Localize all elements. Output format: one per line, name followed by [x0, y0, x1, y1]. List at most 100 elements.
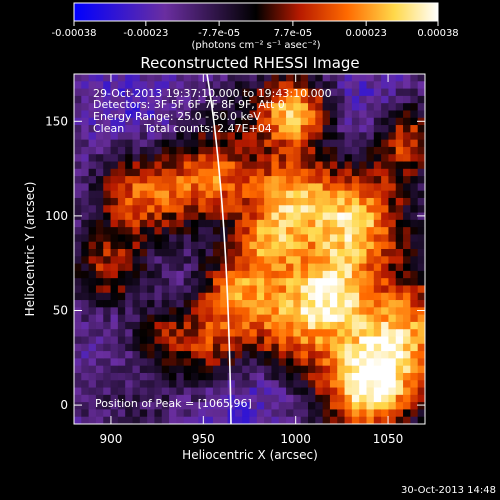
heatmap-cell	[132, 249, 141, 257]
heatmap-cell	[212, 81, 221, 90]
heatmap-cell	[329, 154, 338, 163]
heatmap-cell	[264, 110, 273, 119]
heatmap-cell	[147, 183, 156, 192]
heatmap-cell	[373, 205, 382, 214]
heatmap-cell	[227, 292, 236, 301]
heatmap-cell	[351, 234, 360, 243]
heatmap-cell	[139, 183, 148, 192]
heatmap-cell	[410, 394, 419, 403]
heatmap-cell	[271, 103, 280, 112]
heatmap-cell	[322, 270, 331, 279]
heatmap-cell	[191, 351, 199, 359]
heatmap-cell	[147, 307, 156, 316]
heatmap-cell	[81, 125, 90, 133]
heatmap-cell	[315, 351, 324, 359]
heatmap-cell	[256, 117, 265, 126]
heatmap-cell	[169, 416, 177, 424]
heatmap-cell	[110, 88, 119, 97]
heatmap-cell	[403, 387, 411, 396]
heatmap-cell	[381, 300, 390, 308]
heatmap-cell	[417, 154, 425, 163]
heatmap-cell	[293, 125, 302, 133]
heatmap-cell	[198, 161, 207, 170]
heatmap-cell	[183, 249, 192, 257]
heatmap-cell	[147, 234, 156, 243]
heatmap-cell	[117, 292, 126, 301]
heatmap-cell	[337, 139, 346, 148]
heatmap-cell	[410, 95, 419, 104]
heatmap-cell	[139, 300, 148, 308]
heatmap-cell	[81, 117, 90, 126]
heatmap-cell	[161, 125, 170, 133]
heatmap-cell	[337, 74, 346, 82]
heatmap-cell	[227, 117, 236, 126]
heatmap-cell	[176, 285, 185, 294]
heatmap-cell	[359, 132, 368, 141]
heatmap-cell	[381, 365, 390, 374]
heatmap-cell	[154, 278, 163, 287]
heatmap-cell	[161, 278, 170, 287]
heatmap-cell	[373, 190, 382, 199]
heatmap-cell	[242, 249, 251, 257]
heatmap-cell	[205, 241, 214, 250]
colorbar-tick-label: 7.7e-05	[274, 28, 312, 39]
heatmap-cell	[264, 183, 273, 192]
heatmap-cell	[242, 205, 251, 214]
heatmap-cell	[249, 234, 258, 243]
heatmap-cell	[81, 132, 90, 141]
heatmap-cell	[132, 95, 141, 104]
heatmap-cell	[234, 300, 243, 308]
heatmap-cell	[242, 343, 251, 352]
heatmap-cell	[315, 197, 324, 206]
heatmap-cell	[329, 270, 338, 279]
heatmap-cell	[351, 256, 360, 265]
heatmap-cell	[366, 139, 375, 148]
heatmap-cell	[132, 176, 141, 184]
heatmap-cell	[381, 227, 390, 236]
heatmap-cell	[271, 372, 280, 381]
heatmap-cell	[234, 234, 243, 243]
heatmap-cell	[212, 292, 221, 301]
heatmap-cell	[322, 88, 331, 97]
heatmap-cell	[139, 380, 148, 389]
heatmap-cell	[388, 110, 397, 119]
heatmap-cell	[242, 161, 251, 170]
heatmap-cell	[329, 336, 338, 345]
heatmap-cell	[300, 103, 309, 112]
heatmap-cell	[388, 219, 397, 228]
heatmap-cell	[359, 234, 368, 243]
y-tick-label: 50	[53, 303, 68, 317]
heatmap-cell	[359, 176, 368, 184]
heatmap-cell	[300, 409, 309, 418]
heatmap-cell	[410, 351, 419, 359]
heatmap-cell	[351, 88, 360, 97]
heatmap-cell	[344, 300, 353, 308]
heatmap-cell	[169, 227, 177, 236]
heatmap-cell	[212, 278, 221, 287]
heatmap-cell	[234, 176, 243, 184]
heatmap-cell	[395, 409, 404, 418]
heatmap-cell	[95, 380, 104, 389]
heatmap-cell	[271, 329, 280, 338]
heatmap-cell	[308, 241, 316, 250]
heatmap-cell	[161, 197, 170, 206]
heatmap-cell	[344, 394, 353, 403]
heatmap-cell	[110, 394, 119, 403]
heatmap-cell	[403, 380, 411, 389]
heatmap-cell	[205, 292, 214, 301]
heatmap-cell	[322, 154, 331, 163]
heatmap-cell	[205, 219, 214, 228]
heatmap-cell	[95, 263, 104, 272]
heatmap-cell	[74, 234, 82, 243]
heatmap-cell	[300, 212, 309, 221]
heatmap-cell	[373, 227, 382, 236]
heatmap-cell	[308, 168, 316, 177]
heatmap-cell	[74, 409, 82, 418]
heatmap-cell	[103, 205, 112, 214]
heatmap-cell	[191, 249, 199, 257]
heatmap-cell	[147, 219, 156, 228]
heatmap-cell	[417, 190, 425, 199]
heatmap-cell	[125, 146, 134, 155]
heatmap-cell	[227, 219, 236, 228]
heatmap-cell	[95, 307, 104, 316]
